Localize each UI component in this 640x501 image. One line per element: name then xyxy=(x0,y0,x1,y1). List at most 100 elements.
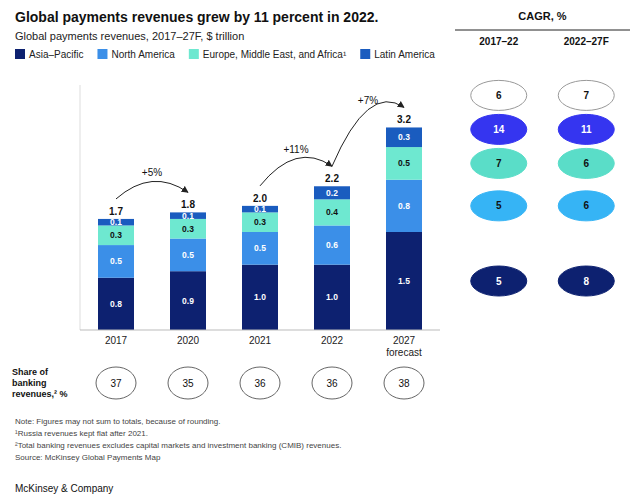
growth-arrow xyxy=(116,181,188,199)
total-label: 3.2 xyxy=(397,114,411,125)
segment-label: 0.5 xyxy=(182,250,194,260)
share-value: 36 xyxy=(326,378,338,389)
legend-item: North America xyxy=(97,49,175,60)
x-tick-label: 2022 xyxy=(321,335,344,346)
cagr-value: 14 xyxy=(493,124,505,135)
cagr-bubble xyxy=(558,114,614,144)
bar-segment xyxy=(170,271,206,330)
note: Source: McKinsey Global Payments Map xyxy=(15,453,161,462)
segment-label: 0.6 xyxy=(326,240,338,250)
cagr-column-header: 2022–27F xyxy=(564,36,609,47)
cagr-bubble xyxy=(471,266,527,296)
bar-segment xyxy=(170,219,206,239)
legend-swatch xyxy=(97,49,107,59)
legend-label: Europe, Middle East, and Africa¹ xyxy=(203,49,347,60)
text-line: Share of xyxy=(12,367,49,377)
segment-label: 0.3 xyxy=(182,224,194,234)
bar-segment xyxy=(98,225,134,245)
segment-label: 0.5 xyxy=(110,256,122,266)
bar-segment xyxy=(98,278,134,330)
text-line: forecast xyxy=(386,347,422,358)
cagr-bubble xyxy=(558,266,614,296)
data-labels: 0.80.91.01.01.50.50.50.50.60.80.30.30.30… xyxy=(110,132,410,309)
growth-label: +5% xyxy=(142,167,162,178)
cagr-column-header: 2017–22 xyxy=(479,36,518,47)
segment-label: 0.1 xyxy=(254,204,266,214)
share-ellipse xyxy=(384,367,424,399)
legend-item: Latin America xyxy=(360,49,435,60)
text-line: banking xyxy=(12,378,47,388)
cagr-bubble xyxy=(471,148,527,178)
total-label: 1.8 xyxy=(181,199,195,210)
segment-label: 0.8 xyxy=(110,299,122,309)
legend-item: Europe, Middle East, and Africa¹ xyxy=(189,49,347,60)
total-label: 2.0 xyxy=(253,193,267,204)
bar-segment xyxy=(386,232,422,330)
legend-swatch xyxy=(189,49,199,59)
footer: McKinsey & Company xyxy=(15,483,113,494)
x-tick-label: 2017 xyxy=(105,335,128,346)
cagr-bubble xyxy=(558,80,614,110)
segment-label: 0.9 xyxy=(182,296,194,306)
cagr-value: 6 xyxy=(583,200,589,211)
cagr-value: 11 xyxy=(581,124,592,135)
bar-segment xyxy=(170,239,206,272)
bar-segment xyxy=(98,245,134,278)
share-ellipse xyxy=(240,367,280,399)
segment-label: 0.5 xyxy=(398,158,410,168)
segment-label: 0.3 xyxy=(110,230,122,240)
legend-label: North America xyxy=(111,49,175,60)
cagr-bubble xyxy=(471,114,527,144)
segment-label: 0.1 xyxy=(182,211,194,221)
segment-label: 0.8 xyxy=(398,201,410,211)
segment-label: 0.2 xyxy=(326,188,338,198)
growth-arrow xyxy=(260,157,332,186)
note: ¹Russia revenues kept flat after 2021. xyxy=(15,429,148,438)
cagr-bubble xyxy=(558,191,614,221)
growth-label: +11% xyxy=(283,144,308,155)
segment-label: 1.5 xyxy=(398,276,410,286)
segment-label: 0.1 xyxy=(110,217,122,227)
segment-label: 0.5 xyxy=(254,243,266,253)
cagr-value: 5 xyxy=(496,200,502,211)
text-line: 2027 xyxy=(393,335,416,346)
cagr-value: 8 xyxy=(583,276,589,287)
share-value: 36 xyxy=(254,378,266,389)
note: Note: Figures may not sum to totals, bec… xyxy=(15,417,220,426)
x-tick-label: 2021 xyxy=(249,335,272,346)
bar-segment xyxy=(386,127,422,147)
cagr-bubble xyxy=(471,191,527,221)
share-value: 38 xyxy=(398,378,410,389)
bar-segment xyxy=(314,199,350,225)
share-ellipse xyxy=(312,367,352,399)
growth-label: +7% xyxy=(358,95,378,106)
cagr-value: 7 xyxy=(583,90,589,101)
share-ellipse xyxy=(168,367,208,399)
cagr-value: 5 xyxy=(496,276,502,287)
x-tick-label: 2027forecast xyxy=(386,335,422,358)
cagr-bubble xyxy=(471,80,527,110)
bar-segment xyxy=(314,225,350,264)
y-axis-line xyxy=(80,85,81,330)
bars xyxy=(98,127,422,330)
x-tick-label: 2020 xyxy=(177,335,200,346)
cagr-value: 6 xyxy=(496,90,502,101)
text-line: revenues,² % xyxy=(12,389,68,399)
cagr-rule xyxy=(455,30,630,31)
segment-label: 0.3 xyxy=(398,132,410,142)
segment-label: 0.4 xyxy=(326,207,338,217)
note: ²Total banking revenues excludes capital… xyxy=(15,441,341,450)
total-label: 2.2 xyxy=(325,173,339,184)
growth-arrow xyxy=(332,102,404,167)
segment-label: 1.0 xyxy=(326,292,338,302)
share-title: Share ofbankingrevenues,² % xyxy=(12,367,68,399)
legend-swatch xyxy=(15,49,25,59)
legend-label: Asia–Pacific xyxy=(29,49,83,60)
bar-segment xyxy=(242,232,278,265)
title: Global payments revenues grew by 11 perc… xyxy=(15,9,378,25)
bar-segment xyxy=(242,265,278,330)
cagr-bubble xyxy=(558,148,614,178)
bar-segment xyxy=(314,186,350,199)
bar-segment xyxy=(386,147,422,180)
subtitle: Global payments revenues, 2017–27F, $ tr… xyxy=(15,30,244,42)
